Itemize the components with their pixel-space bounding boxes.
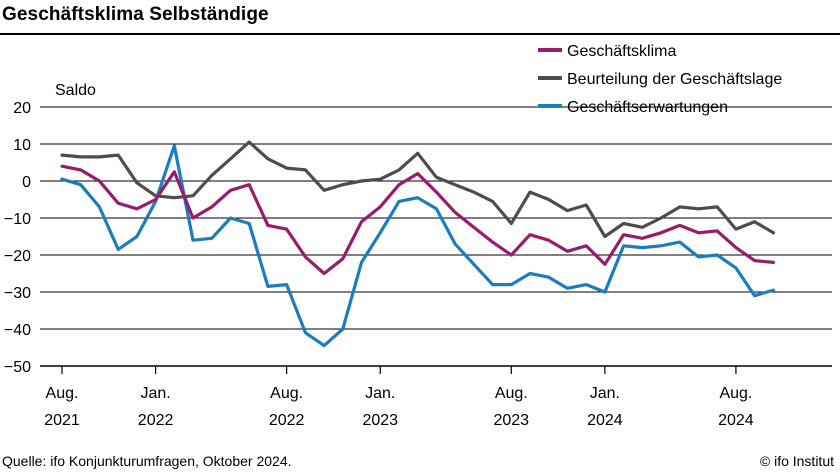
- y-tick-label: −50: [4, 359, 31, 376]
- title-rule: [0, 33, 840, 35]
- y-tick-label: −10: [4, 211, 31, 228]
- legend-label: Beurteilung der Geschäftslage: [567, 71, 782, 88]
- x-tick-year: 2023: [493, 412, 529, 429]
- x-tick-month: Aug.: [270, 385, 303, 402]
- x-tick-month: Aug.: [719, 385, 752, 402]
- legend-label: Geschäftsklima: [567, 43, 676, 60]
- x-tick-labels: Aug. 2021 Jan. 2022 Aug. 2022 Jan. 2023 Aug. 2023…: [44, 366, 754, 429]
- x-tick-month: Jan.: [365, 385, 395, 402]
- x-tick-year: 2024: [587, 412, 623, 429]
- x-tick-year: 2022: [269, 412, 305, 429]
- y-tick-label: 10: [13, 137, 31, 154]
- y-tick-label: −30: [4, 285, 31, 302]
- x-tick-year: 2024: [718, 412, 754, 429]
- copyright-note: © ifo Institut: [759, 453, 834, 469]
- legend-label: Geschäftserwartungen: [567, 99, 728, 116]
- y-tick-label: −40: [4, 322, 31, 339]
- y-tick-label: 0: [22, 174, 31, 191]
- x-tick-year: 2023: [362, 412, 398, 429]
- x-tick-month: Aug.: [46, 385, 79, 402]
- source-note: Quelle: ifo Konjunkturumfragen, Oktober …: [2, 453, 292, 469]
- series-line-2: [60, 144, 776, 348]
- legend: Geschäftsklima Beurteilung der Geschäftsl…: [538, 43, 782, 116]
- y-tick-label: −20: [4, 248, 31, 265]
- x-tick-month: Jan.: [140, 385, 170, 402]
- x-tick-year: 2022: [138, 412, 174, 429]
- y-tick-labels: 20 10 0 −10 −20 −30 −40 −50: [4, 100, 31, 376]
- x-tick-month: Jan.: [590, 385, 620, 402]
- chart-title: Geschäftsklima Selbständige: [2, 4, 269, 25]
- y-tick-label: 20: [13, 100, 31, 117]
- series-lines: [60, 140, 776, 348]
- series-line-0: [60, 164, 776, 276]
- grid-lines: [40, 106, 832, 367]
- x-tick-month: Aug.: [495, 385, 528, 402]
- y-axis-label: Saldo: [55, 82, 96, 99]
- series-line-1: [60, 140, 776, 239]
- x-tick-year: 2021: [44, 412, 80, 429]
